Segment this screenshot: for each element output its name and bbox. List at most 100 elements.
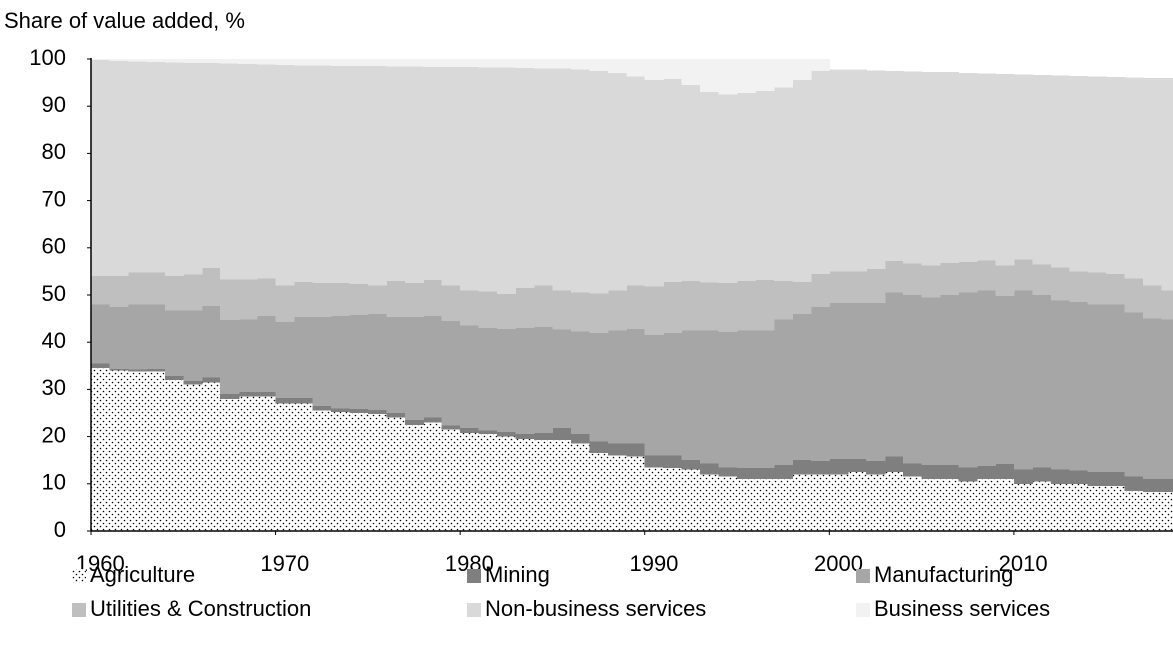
area-segment (773, 319, 793, 465)
area-segment (626, 443, 646, 457)
area-segment (515, 67, 535, 288)
area-segment (257, 316, 277, 392)
area-segment (755, 479, 775, 531)
area-segment (1069, 470, 1089, 484)
area-segment (460, 59, 480, 68)
area-segment (810, 59, 830, 71)
area-segment (109, 60, 129, 277)
area-segment (1032, 467, 1052, 482)
area-segment (441, 429, 461, 531)
area-segment (386, 417, 406, 531)
area-segment (829, 303, 849, 459)
area-segment (1013, 469, 1033, 484)
area-segment (238, 391, 258, 397)
area-segment (663, 59, 683, 79)
area-segment (1143, 491, 1163, 531)
area-segment (478, 67, 498, 292)
area-segment (995, 463, 1015, 480)
area-segment (127, 371, 147, 531)
area-segment (460, 428, 480, 433)
area-segment (1106, 486, 1126, 531)
legend-label: Utilities & Construction (90, 596, 311, 621)
area-segment (164, 59, 184, 63)
area-segment (884, 70, 904, 262)
area-segment (995, 74, 1015, 266)
area-segment (404, 424, 424, 531)
area-segment (1161, 479, 1173, 492)
area-segment (515, 434, 535, 439)
area-segment (146, 304, 166, 370)
area-segment (829, 271, 849, 304)
area-segment (164, 379, 184, 531)
area-segment (91, 363, 111, 369)
area-segment (773, 479, 793, 531)
area-segment (976, 73, 997, 261)
area-segment (1124, 476, 1144, 491)
area-segment (478, 291, 498, 329)
area-segment (589, 70, 609, 294)
area-segment (663, 468, 683, 531)
area-segment (847, 303, 867, 459)
area-segment (367, 66, 387, 286)
area-segment (497, 431, 517, 437)
area-segment (183, 59, 203, 63)
area-segment (1013, 483, 1033, 531)
area-segment (663, 78, 683, 282)
area-segment (183, 62, 203, 275)
area-segment (386, 59, 406, 67)
area-segment (386, 413, 406, 418)
area-segment (1161, 290, 1173, 320)
area-segment (404, 420, 424, 425)
area-segment (1124, 490, 1144, 531)
area-segment (1050, 75, 1070, 268)
area-segment (294, 59, 314, 66)
area-segment (386, 317, 406, 413)
area-segment (183, 384, 203, 531)
area-segment (1161, 319, 1173, 480)
area-segment (552, 68, 572, 291)
area-segment (1106, 304, 1126, 472)
area-segment (1069, 271, 1089, 303)
y-tick-label: 40 (42, 328, 66, 353)
area-segment (127, 61, 147, 273)
chart-title: Share of value added, % (4, 8, 245, 33)
area-segment (700, 59, 720, 93)
area-segment (533, 327, 554, 433)
area-segment (423, 67, 443, 280)
area-segment (1013, 74, 1033, 260)
area-segment (404, 283, 424, 318)
area-segment (718, 283, 738, 332)
area-segment (220, 394, 240, 399)
area-segment (404, 317, 424, 421)
area-segment (478, 59, 498, 68)
area-segment (884, 292, 904, 457)
area-segment (903, 476, 923, 531)
area-segment (607, 443, 627, 456)
area-segment (294, 403, 314, 531)
area-segment (349, 413, 369, 531)
area-segment (552, 329, 572, 429)
area-segment (829, 69, 849, 272)
area-segment (164, 276, 184, 311)
area-segment (921, 297, 941, 465)
area-segment (1069, 75, 1089, 272)
area-segment (1143, 285, 1163, 319)
plot-area (91, 59, 1173, 531)
area-segment (257, 64, 277, 279)
area-segment (127, 304, 147, 370)
x-tick-label: 1970 (260, 551, 309, 576)
area-segment (755, 330, 775, 469)
area-segment (460, 67, 480, 291)
area-segment (773, 464, 793, 480)
area-segment (275, 65, 295, 286)
area-segment (441, 285, 461, 321)
y-tick-label: 90 (42, 92, 66, 117)
area-segment (478, 430, 498, 435)
area-segment (441, 59, 461, 68)
area-segment (810, 461, 830, 475)
area-segment (940, 295, 960, 465)
legend-swatch (72, 569, 86, 583)
area-segment (183, 380, 203, 385)
